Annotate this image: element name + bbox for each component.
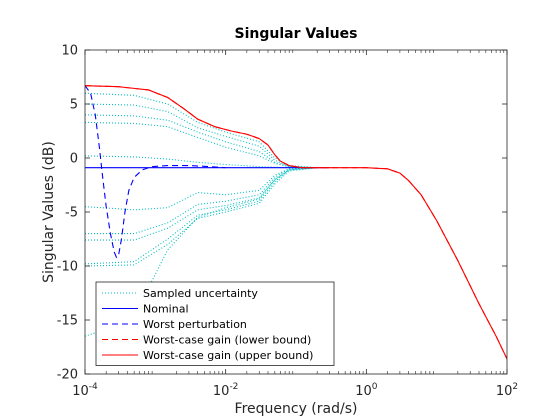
sampled-uncertainty-line-9 xyxy=(85,167,318,265)
legend: Sampled uncertainty Nominal Worst perturba… xyxy=(95,281,335,366)
sampled-uncertainty-line-6 xyxy=(85,167,318,211)
y-tick-label: 0 xyxy=(70,152,78,167)
y-tick-label: -5 xyxy=(65,206,78,221)
y-tick-label: -15 xyxy=(57,314,78,329)
sampled-uncertainty-line-10 xyxy=(85,167,318,267)
legend-label: Nominal xyxy=(143,303,189,316)
y-tick-label: -20 xyxy=(57,368,78,383)
sampled-uncertainty-line-11 xyxy=(85,167,318,337)
x-tick-label: 10-4 xyxy=(72,382,98,399)
series-line-worst-case-gain-upper-bound xyxy=(85,85,507,360)
legend-label: Worst-case gain (upper bound) xyxy=(143,349,313,362)
legend-label: Sampled uncertainty xyxy=(143,287,258,300)
y-tick-label: 10 xyxy=(61,44,78,59)
y-tick-label: 5 xyxy=(70,98,78,113)
sampled-uncertainty-line-5 xyxy=(85,155,318,169)
sampled-uncertainty-line-2 xyxy=(85,103,318,169)
x-tick-label: 10-2 xyxy=(213,382,239,399)
x-tick-label: 102 xyxy=(496,382,518,399)
sampled-uncertainty-line-4 xyxy=(85,121,318,169)
series-line-worst-perturbation xyxy=(85,85,226,259)
legend-label: Worst-case gain (lower bound) xyxy=(143,334,311,347)
x-axis-label: Frequency (rad/s) xyxy=(235,401,358,417)
sampled-uncertainty-line-3 xyxy=(85,114,318,169)
x-tick-label: 100 xyxy=(355,382,378,399)
y-tick-label: -10 xyxy=(57,260,78,275)
axes xyxy=(84,49,508,375)
data-layer xyxy=(85,85,507,360)
sampled-uncertainty-line-7 xyxy=(85,167,318,235)
y-axis-label: Singular Values (dB) xyxy=(41,141,57,283)
legend-label: Worst perturbation xyxy=(143,318,247,331)
chart-title: Singular Values xyxy=(235,26,358,42)
